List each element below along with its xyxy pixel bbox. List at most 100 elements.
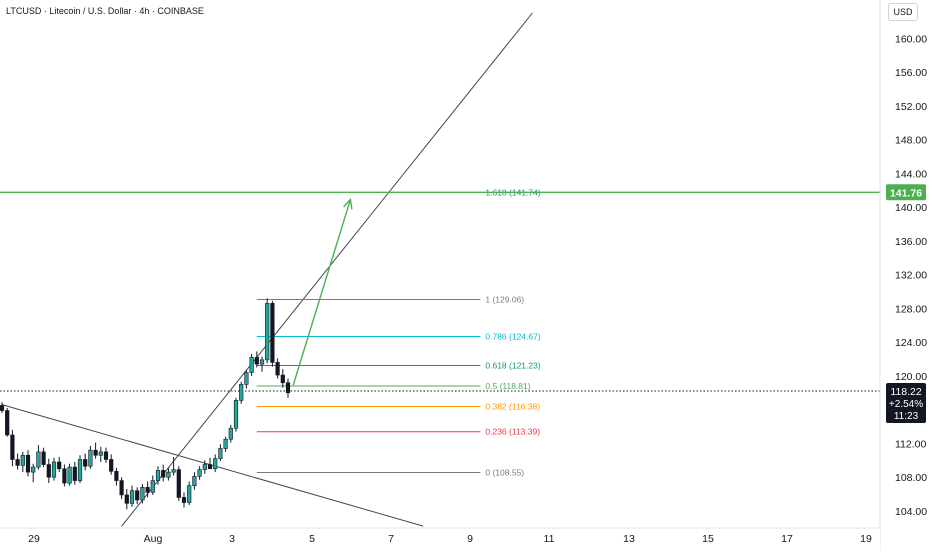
- fib-level-label: 0.786 (124.67): [485, 332, 540, 342]
- fib-level-label: 1 (129.06): [485, 294, 524, 304]
- candle-up: [202, 464, 207, 470]
- candle-up: [129, 490, 135, 504]
- candle-down: [62, 468, 67, 484]
- candle-down: [5, 410, 10, 436]
- x-tick-label: 3: [229, 533, 235, 545]
- candle-up: [150, 480, 155, 493]
- candle-down: [57, 461, 62, 470]
- y-tick-label: 120.00: [895, 371, 927, 383]
- candle-up: [249, 357, 254, 373]
- candle-up: [192, 476, 197, 486]
- fib-level-label: 0.236 (113.39): [485, 427, 540, 437]
- candle-down: [114, 470, 119, 481]
- candle-down: [41, 451, 46, 465]
- price-change-text: +2.54%: [889, 399, 923, 410]
- candle-up: [228, 427, 233, 440]
- y-tick-label: 112.00: [895, 438, 926, 450]
- candle-up: [233, 400, 239, 429]
- candle-up: [171, 469, 176, 473]
- candle-down: [275, 362, 280, 376]
- candle-up: [218, 448, 223, 459]
- candle-up: [67, 466, 72, 484]
- candle-up: [155, 470, 161, 481]
- candle-up: [36, 451, 41, 468]
- candle-down: [254, 357, 259, 365]
- y-tick-label: 148.00: [895, 135, 927, 147]
- candle-up: [98, 451, 103, 456]
- y-tick-label: 160.00: [895, 33, 927, 45]
- x-tick-label: 11: [544, 533, 555, 545]
- y-tick-label: 156.00: [895, 67, 927, 79]
- x-tick-label: 5: [309, 533, 315, 545]
- projection-arrow-head: [343, 197, 353, 210]
- fib-level-label: 0.618 (121.23): [485, 361, 540, 371]
- candle-up: [166, 471, 171, 478]
- candle-down: [270, 303, 275, 363]
- y-tick-label: 136.00: [895, 236, 927, 248]
- y-tick-label: 104.00: [895, 506, 927, 518]
- candle-down: [109, 459, 114, 472]
- candle-down: [280, 374, 285, 383]
- candle-up: [31, 466, 36, 473]
- y-tick-label: 140.00: [895, 202, 927, 214]
- candle-down: [285, 382, 291, 394]
- resistance-price-badge: [886, 184, 926, 201]
- candle-down: [103, 451, 109, 460]
- currency-button[interactable]: USD: [888, 3, 918, 21]
- candle-down: [124, 494, 129, 504]
- candle-up: [223, 438, 228, 449]
- fib-level-label: 0 (108.55): [485, 468, 524, 478]
- candle-down: [0, 405, 5, 411]
- candle-down: [46, 464, 51, 478]
- up-trendline: [121, 12, 533, 527]
- candle-down: [15, 459, 20, 466]
- candle-down: [181, 497, 187, 503]
- candle-down: [161, 470, 166, 478]
- candle-up: [20, 454, 25, 466]
- x-tick-label: 19: [860, 533, 872, 545]
- symbol-title: LTCUSD · Litecoin / U.S. Dollar · 4h · C…: [6, 6, 204, 16]
- candle-up: [259, 359, 265, 365]
- candle-up: [265, 303, 270, 361]
- candle-down: [119, 480, 124, 496]
- y-tick-label: 132.00: [895, 270, 927, 282]
- candle-down: [176, 469, 181, 498]
- candle-down: [10, 434, 15, 460]
- candle-down: [93, 449, 98, 456]
- y-tick-label: 108.00: [895, 472, 927, 484]
- y-tick-label: 124.00: [895, 337, 927, 349]
- candle-up: [77, 459, 83, 481]
- y-tick-label: 152.00: [895, 101, 927, 113]
- candle-up: [213, 458, 218, 470]
- candle-down: [72, 466, 77, 481]
- resistance-price-text: 141.76: [890, 187, 922, 199]
- candle-down: [145, 487, 150, 493]
- candle-up: [197, 469, 202, 477]
- candle-up: [51, 461, 57, 478]
- x-tick-label: 9: [467, 533, 473, 545]
- candle-down: [135, 490, 140, 501]
- time-axis: [0, 528, 880, 550]
- current-price-text: 118.22: [890, 386, 921, 398]
- down-trendline: [1, 404, 424, 527]
- x-tick-label: 29: [28, 533, 40, 545]
- bar-countdown-text: 11:23: [894, 411, 919, 422]
- x-tick-label: Aug: [144, 533, 163, 545]
- x-tick-label: 15: [702, 533, 714, 545]
- candle-up: [239, 384, 244, 401]
- candle-down: [83, 459, 88, 467]
- x-tick-label: 7: [388, 533, 394, 545]
- current-price-badge: [886, 382, 926, 423]
- fib-level-label: 0.382 (116.38): [485, 401, 540, 411]
- candle-down: [207, 464, 213, 470]
- candle-up: [88, 449, 93, 467]
- x-tick-label: 13: [623, 533, 635, 545]
- fib-level-label: 0.5 (118.81): [485, 381, 530, 391]
- candle-down: [25, 454, 31, 473]
- candle-up: [244, 372, 249, 385]
- candle-up: [187, 485, 192, 503]
- price-axis: [880, 0, 932, 550]
- projection-arrow: [292, 199, 352, 386]
